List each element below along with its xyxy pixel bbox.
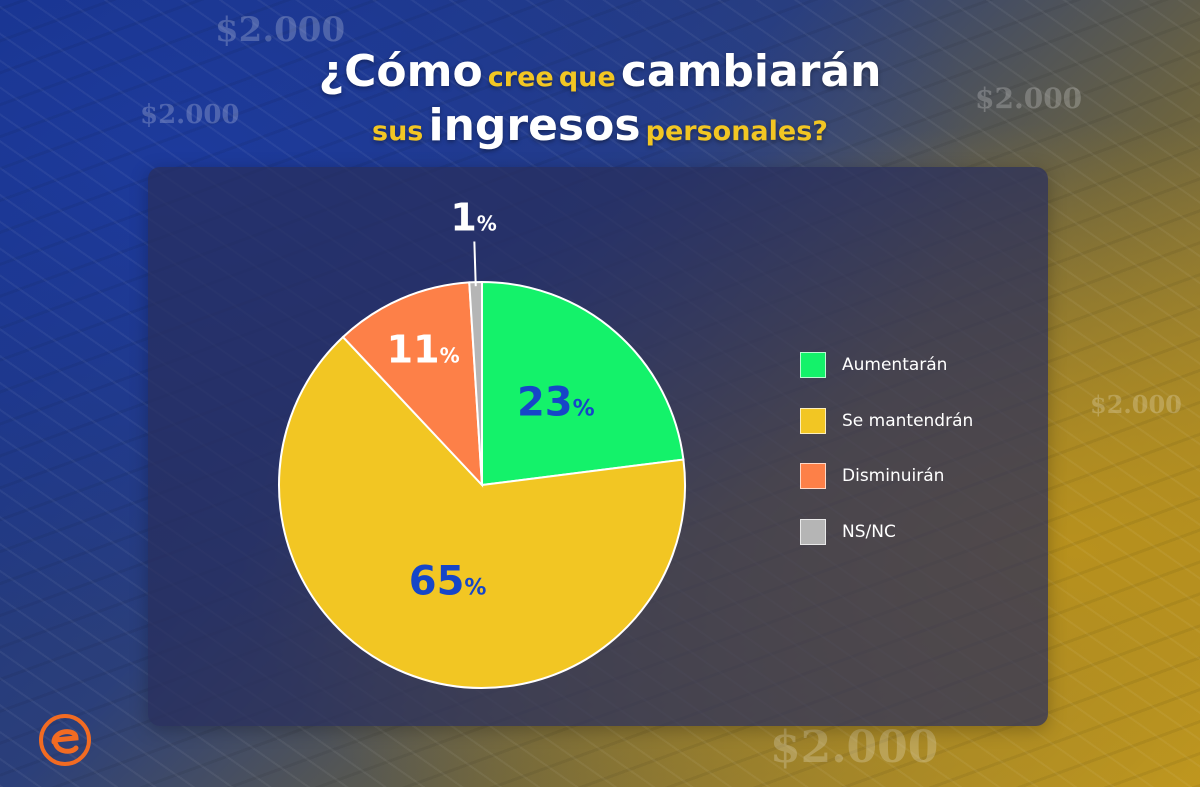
chart-legend: Aumentarán Se mantendrán Disminuirán NS/… <box>800 350 973 572</box>
title-word: ¿Cómo <box>318 46 483 97</box>
title-word: ingresos <box>428 100 641 151</box>
legend-swatch <box>800 518 826 545</box>
title-word: cambiarán <box>620 46 882 97</box>
banknote-text: $2.000 <box>770 722 939 773</box>
legend-label: Disminuirán <box>842 466 945 486</box>
legend-item-se-mantendran: Se mantendrán <box>800 406 973 436</box>
banknote-text: $2.000 <box>140 100 240 130</box>
title-word: que <box>558 62 616 93</box>
legend-label: NS/NC <box>842 521 896 542</box>
banknote-text: $2.000 <box>215 10 346 50</box>
chart-title-line-2: sus ingresos personales? <box>0 100 1200 151</box>
title-word: cree <box>487 62 554 93</box>
e-logo-icon <box>39 714 91 766</box>
legend-swatch <box>800 407 826 434</box>
banknote-text: $2.000 <box>1090 390 1182 419</box>
legend-item-aumentaran: Aumentarán <box>800 350 973 380</box>
chart-title-line-1: ¿Cómo cree que cambiarán <box>0 46 1200 97</box>
legend-item-ns-nc: NS/NC <box>800 517 973 547</box>
legend-swatch <box>800 463 826 489</box>
legend-label: Aumentarán <box>842 355 948 375</box>
legend-swatch <box>800 352 826 378</box>
legend-item-disminuiran: Disminuirán <box>800 461 973 491</box>
title-word: personales? <box>645 116 828 147</box>
banknote-text: $2.000 <box>975 82 1083 115</box>
legend-label: Se mantendrán <box>842 410 974 431</box>
title-word: sus <box>372 116 424 147</box>
